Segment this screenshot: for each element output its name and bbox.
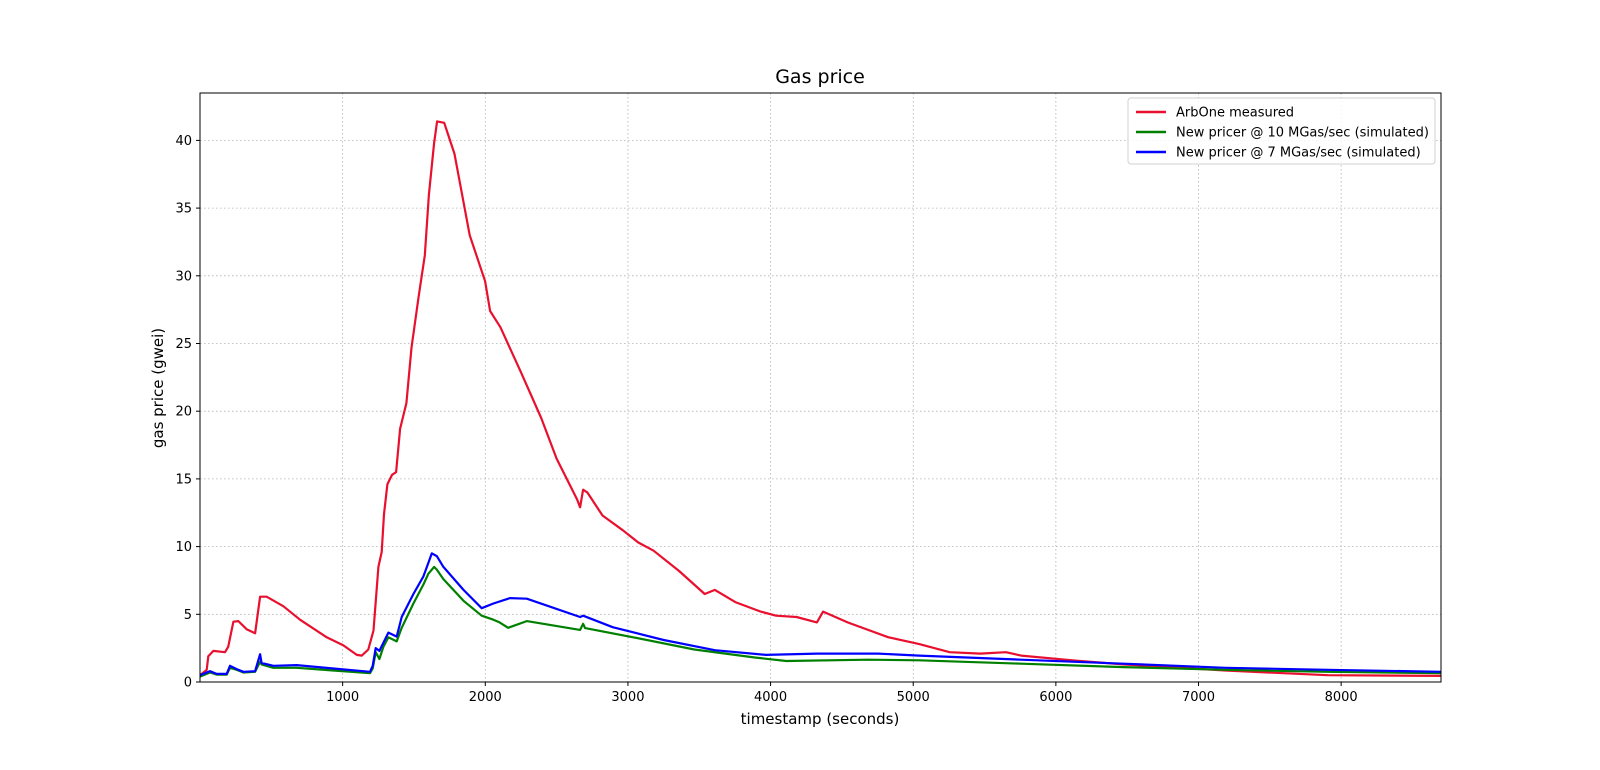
grid-lines [200,93,1441,683]
x-axis-ticks: 1000 2000 3000 4000 5000 6000 7000 8000 [326,682,1358,705]
x-tick-label: 2000 [469,690,502,705]
legend-label: New pricer @ 10 MGas/sec (simulated) [1176,126,1429,141]
y-tick-label: 35 [175,202,192,217]
y-tick-label: 25 [175,337,192,352]
y-tick-label: 0 [184,676,192,691]
axes-frame [199,92,1442,683]
y-tick-label: 30 [175,269,192,284]
y-tick-label: 20 [175,405,192,420]
legend: ArbOne measured New pricer @ 10 MGas/sec … [1127,97,1436,165]
series-line-1 [199,565,1442,678]
series-line-0 [199,120,1442,677]
y-tick-label: 40 [175,134,192,149]
y-tick-label: 15 [175,472,192,487]
x-tick-label: 7000 [1182,690,1215,705]
y-tick-label: 10 [175,540,192,555]
x-tick-label: 6000 [1039,690,1072,705]
plot-series [199,120,1442,678]
x-tick-label: 5000 [897,690,930,705]
x-tick-label: 3000 [611,690,644,705]
y-tick-label: 5 [184,608,192,623]
x-tick-label: 4000 [754,690,787,705]
y-axis-ticks: 0 5 10 15 20 25 30 35 40 [175,134,200,691]
series-line-2 [199,552,1442,677]
x-tick-label: 1000 [326,690,359,705]
x-tick-label: 8000 [1325,690,1358,705]
y-axis-label: gas price (gwei) [149,328,167,448]
legend-label: ArbOne measured [1176,106,1294,121]
chart-title: Gas price [775,66,865,88]
legend-label: New pricer @ 7 MGas/sec (simulated) [1176,146,1421,161]
legend-box [1127,97,1436,165]
x-axis-label: timestamp (seconds) [741,710,900,728]
